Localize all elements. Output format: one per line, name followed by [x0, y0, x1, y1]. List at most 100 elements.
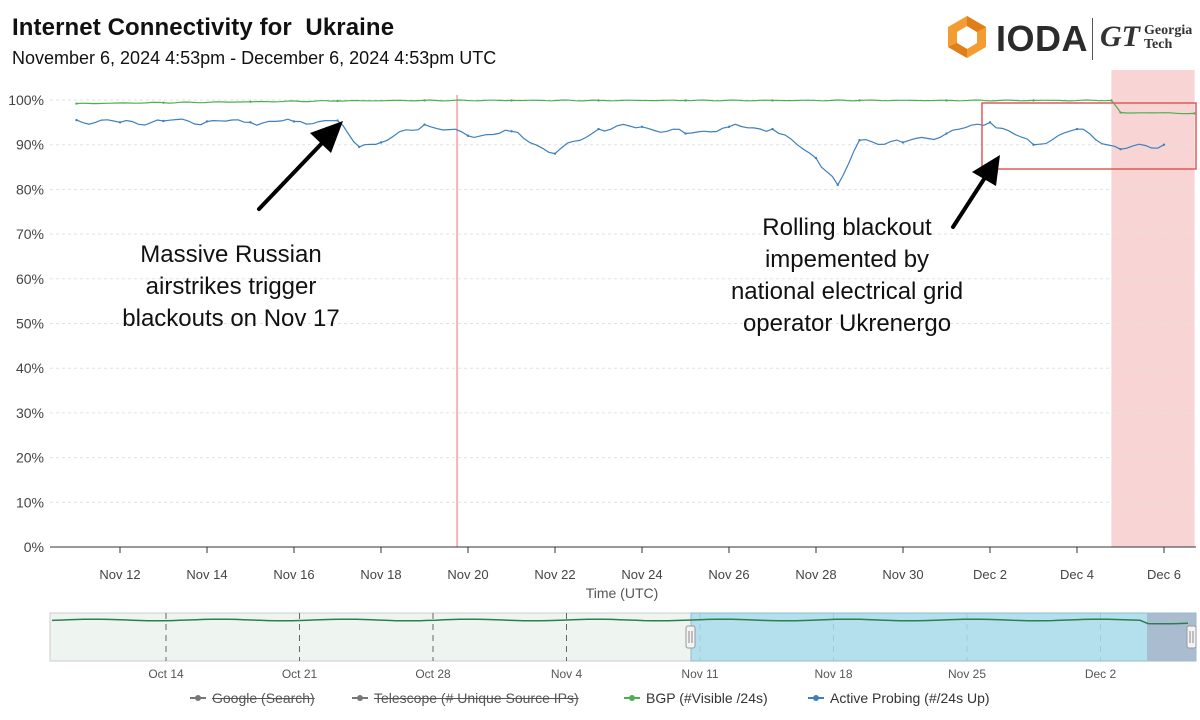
data-point [684, 99, 687, 102]
x-tick-label: Nov 16 [273, 567, 314, 582]
legend-label: BGP (#Visible /24s) [646, 690, 768, 706]
legend-item-active-probing[interactable]: Active Probing (#/24s Up) [808, 690, 990, 706]
data-point [771, 99, 774, 102]
ioda-logo-text: IODA [996, 18, 1088, 59]
legend-item-telescope[interactable]: Telescope (# Unique Source IPs) [352, 690, 579, 706]
data-point [358, 145, 361, 149]
navigator-handle-right[interactable] [1186, 625, 1197, 649]
annotation-right-line-1: Rolling blackout [762, 214, 932, 241]
logo-divider [1092, 18, 1093, 60]
x-tick-label: Nov 26 [708, 567, 749, 582]
data-point [597, 99, 600, 102]
x-tick-label: Nov 18 [360, 567, 401, 582]
data-point [945, 132, 948, 135]
data-point [945, 99, 948, 102]
data-point [1162, 143, 1166, 146]
data-point [553, 152, 557, 155]
data-point [75, 102, 78, 105]
y-tick-label: 100% [8, 92, 44, 108]
data-point [510, 99, 513, 102]
data-point [118, 121, 122, 124]
chart-legend: Google (Search) Telescope (# Unique Sour… [0, 690, 1200, 712]
left-arrow-head [310, 121, 343, 153]
legend-line-icon [352, 695, 368, 701]
legend-item-bgp[interactable]: BGP (#Visible /24s) [624, 690, 768, 706]
data-point [597, 127, 600, 131]
data-point [205, 120, 209, 123]
annotation-right-line-2: impemented by [765, 246, 929, 273]
left-arrow-shaft [257, 138, 327, 211]
gt-logo-name: Georgia Tech [1144, 23, 1193, 52]
data-point [423, 99, 426, 102]
right-arrow-head [972, 155, 1000, 186]
data-point [162, 119, 165, 123]
data-point [1119, 111, 1122, 114]
y-tick-label: 90% [16, 137, 44, 153]
data-point [988, 121, 992, 124]
data-point [336, 119, 339, 122]
navigator-tick-label: Nov 11 [681, 667, 718, 681]
data-point [249, 100, 252, 103]
data-point [771, 127, 774, 131]
gt-logo-mark: GT [1100, 20, 1140, 53]
data-point [466, 134, 470, 137]
data-point [292, 120, 296, 123]
ioda-hexagon-icon [948, 16, 986, 58]
x-tick-label: Nov 24 [621, 567, 662, 582]
x-tick-label: Dec 2 [973, 567, 1007, 582]
x-tick-label: Nov 28 [795, 567, 836, 582]
y-tick-label: 0% [24, 539, 44, 555]
annotation-right-line-4: operator Ukrenergo [743, 310, 951, 337]
y-tick-label: 40% [16, 360, 44, 376]
time-navigator[interactable]: Oct 14 Oct 21 Oct 28 Nov 4 Nov 11 Nov 18 Nov 2… [49, 612, 1197, 681]
y-tick-label: 70% [16, 226, 44, 242]
y-tick-label: 50% [16, 316, 44, 332]
data-point [336, 99, 339, 103]
data-point [1193, 112, 1196, 115]
navigator-tick-label: Oct 21 [282, 667, 318, 681]
navigator-tick-label: Nov 25 [948, 667, 986, 681]
navigator-tick-label: Dec 2 [1085, 667, 1117, 681]
blackout-highlight-box [981, 102, 1197, 170]
data-point [162, 101, 165, 104]
data-point [727, 125, 731, 129]
legend-label: Google (Search) [212, 690, 315, 706]
data-point [1110, 99, 1113, 102]
data-point [379, 141, 383, 144]
data-point [249, 121, 252, 124]
y-tick-label: 20% [16, 450, 44, 466]
legend-line-icon [624, 695, 640, 701]
data-point [684, 132, 687, 135]
y-tick-label: 30% [16, 405, 44, 421]
x-tick-label: Nov 22 [534, 567, 575, 582]
ioda-gt-logo: IODA GT Georgia Tech [944, 12, 1196, 62]
navigator-tick-label: Nov 4 [551, 667, 583, 681]
data-point [640, 125, 644, 129]
data-point [814, 156, 818, 160]
data-point [1119, 147, 1122, 151]
data-point [75, 118, 78, 122]
series-0 [75, 99, 1196, 115]
series-1 [75, 118, 1166, 187]
annotation-left-line-3: blackouts on Nov 17 [122, 305, 339, 332]
navigator-handle-left[interactable] [685, 625, 696, 649]
legend-line-icon [808, 695, 824, 701]
annotation-right-line-3: national electrical grid [731, 278, 963, 305]
data-point [836, 183, 839, 187]
chart-title: Internet Connectivity for Ukraine [12, 14, 395, 41]
legend-item-google[interactable]: Google (Search) [190, 690, 315, 706]
x-axis-title: Time (UTC) [586, 585, 659, 601]
series-line [76, 99, 1195, 115]
x-tick-label: Nov 12 [99, 567, 140, 582]
y-tick-label: 10% [16, 494, 44, 510]
legend-label: Telescope (# Unique Source IPs) [374, 690, 579, 706]
highlight-region [1111, 70, 1195, 547]
y-tick-label: 80% [16, 181, 44, 197]
data-point [1032, 143, 1035, 146]
data-point [1075, 127, 1079, 131]
navigator-series-line [51, 618, 1189, 625]
data-point [510, 130, 513, 133]
navigator-tick-label: Nov 18 [814, 667, 852, 681]
x-tick-label: Dec 6 [1147, 567, 1181, 582]
chart-subtitle: November 6, 2024 4:53pm - December 6, 20… [12, 48, 497, 68]
